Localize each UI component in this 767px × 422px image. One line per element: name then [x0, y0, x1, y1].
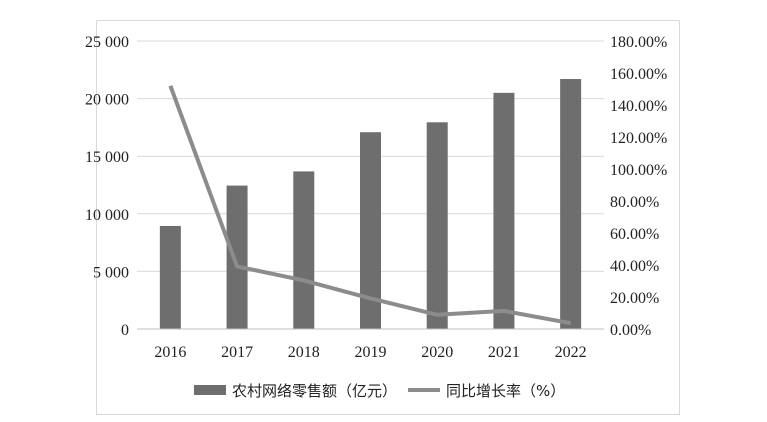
legend-label-bar: 农村网络零售额（亿元）	[232, 382, 397, 400]
right-tick-label: 40.00%	[610, 258, 659, 275]
bar-2017	[226, 185, 248, 329]
bar-2020	[426, 122, 448, 330]
bar-2018	[293, 171, 315, 329]
x-tick-label: 2022	[555, 344, 587, 361]
right-tick-label: 120.00%	[610, 130, 667, 147]
chart-frame	[96, 20, 680, 415]
left-tick-label: 25 000	[85, 34, 129, 51]
bar-2019	[360, 132, 381, 329]
right-tick-label: 20.00%	[610, 290, 659, 307]
x-tick-label: 2018	[288, 344, 320, 361]
right-tick-label: 160.00%	[610, 66, 667, 83]
right-tick-label: 60.00%	[610, 226, 659, 243]
left-tick-label: 15 000	[85, 149, 129, 166]
growth-rate-line	[168, 85, 571, 326]
right-tick-label: 0.00%	[610, 322, 651, 339]
left-tick-label: 20 000	[85, 92, 129, 109]
right-tick-label: 100.00%	[610, 162, 667, 179]
axes: 0 5 000 10 000 15 000 20 000 25 000 0.00% 20.00…	[85, 34, 667, 361]
left-tick-label: 5 000	[93, 264, 129, 281]
x-tick-label: 2020	[421, 344, 453, 361]
bar-2016	[159, 225, 181, 329]
bar-series	[159, 79, 582, 330]
left-tick-label: 10 000	[85, 207, 129, 224]
bar-2022	[560, 79, 582, 330]
x-tick-label: 2016	[154, 344, 186, 361]
legend-swatch-bar	[194, 385, 226, 395]
x-tick-label: 2017	[221, 344, 253, 361]
x-tick-label: 2019	[355, 344, 387, 361]
x-tick-label: 2021	[488, 344, 520, 361]
right-tick-label: 80.00%	[610, 194, 659, 211]
line-series	[168, 85, 571, 326]
legend-label-line: 同比增长率（%）	[446, 382, 565, 400]
bar-2021	[493, 92, 515, 329]
legend: 农村网络零售额（亿元） 同比增长率（%）	[194, 382, 565, 400]
left-tick-label: 0	[121, 322, 129, 339]
right-tick-label: 180.00%	[610, 34, 667, 51]
right-tick-label: 140.00%	[610, 98, 667, 115]
